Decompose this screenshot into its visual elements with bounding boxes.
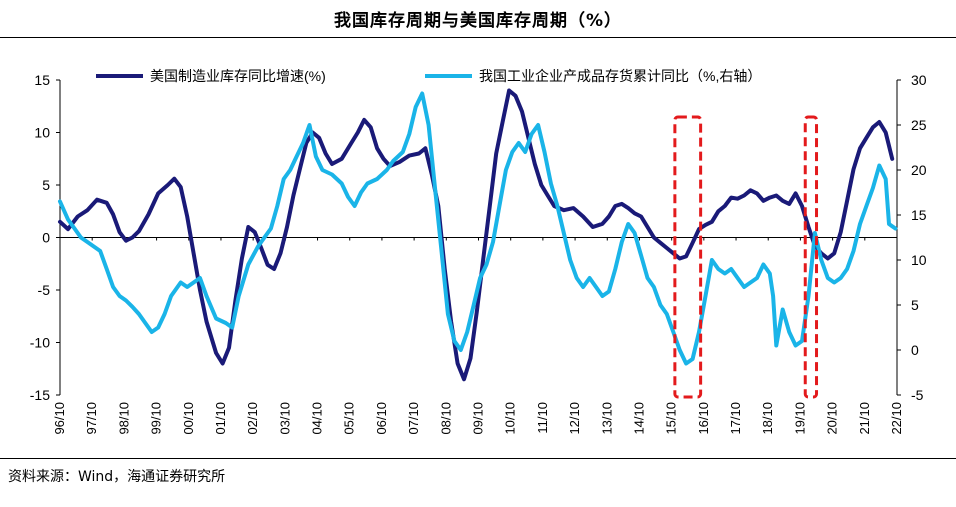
x-tick-label: 99/10 [149,402,164,435]
x-tick-label: 03/10 [277,402,292,435]
cn-inventory-line [58,91,898,366]
source-note: 资料来源：Wind，海通证券研究所 [8,469,226,485]
x-tick-label: 97/10 [84,402,99,435]
left-tick-label: 15 [34,72,50,88]
x-axis: 96/10 97/10 98/10 99/10 00/10 01/10 02/10 03/10… [52,237,904,435]
x-tick-label: 00/10 [181,402,196,435]
x-tick-label: 12/10 [567,402,582,435]
x-tick-label: 08/10 [438,402,453,435]
x-tick-label: 11/10 [535,402,550,434]
title-rule [0,37,956,38]
x-tick-label: 19/10 [792,402,807,435]
x-tick-label: 14/10 [631,402,646,435]
left-tick-label: 10 [34,125,50,141]
x-tick-label: 98/10 [116,402,131,435]
right-tick-label: 20 [911,162,927,178]
right-tick-label: -5 [911,387,924,403]
x-tick-label: 07/10 [406,402,421,435]
left-tick-label: 5 [42,177,50,193]
series-lines [58,88,898,382]
x-tick-label: 09/10 [471,402,486,435]
x-tick-label: 15/10 [664,402,679,435]
x-tick-label: 22/10 [889,402,904,435]
x-tick-label: 02/10 [245,402,260,435]
x-tick-label: 10/10 [503,402,518,435]
x-tick-label: 21/10 [857,402,872,435]
chart: -15 -10 -5 0 5 10 15 -5 0 5 10 15 20 25 30 96/10 97/10… [30,68,927,435]
right-tick-label: 15 [911,207,927,223]
x-tick-label: 17/10 [728,402,743,435]
source-rule [0,458,956,459]
right-tick-label: 10 [911,252,927,268]
legend: 美国制造业库存同比增速(%) 我国工业企业产成品存货累计同比（%,右轴） [96,68,761,84]
right-tick-label: 25 [911,117,927,133]
x-tick-label: 04/10 [310,402,325,435]
left-tick-label: -10 [30,335,50,351]
left-tick-label: -5 [38,282,51,298]
left-tick-label: -15 [30,387,50,403]
x-tick-label: 05/10 [342,402,357,435]
x-tick-label: 96/10 [52,402,67,435]
x-tick-label: 13/10 [599,402,614,435]
us-inventory-line [58,88,895,382]
left-y-axis: -15 -10 -5 0 5 10 15 [30,72,61,403]
chart-title: 我国库存周期与美国库存周期（%） [333,11,623,31]
right-y-axis: -5 0 5 10 15 20 25 30 [896,72,927,403]
highlight-box [803,115,819,399]
right-tick-label: 0 [911,342,919,358]
left-tick-label: 0 [42,230,50,246]
x-tick-label: 20/10 [825,402,840,435]
x-tick-label: 16/10 [696,402,711,435]
right-tick-label: 5 [911,297,919,313]
right-tick-label: 30 [911,72,927,88]
highlight-boxes [673,115,819,399]
highlight-box [673,115,703,399]
x-tick-label: 06/10 [374,402,389,435]
legend-cn-label: 我国工业企业产成品存货累计同比（%,右轴） [479,68,761,84]
x-tick-label: 01/10 [213,402,228,435]
x-tick-label: 18/10 [760,402,775,435]
legend-us-label: 美国制造业库存同比增速(%) [150,68,326,84]
